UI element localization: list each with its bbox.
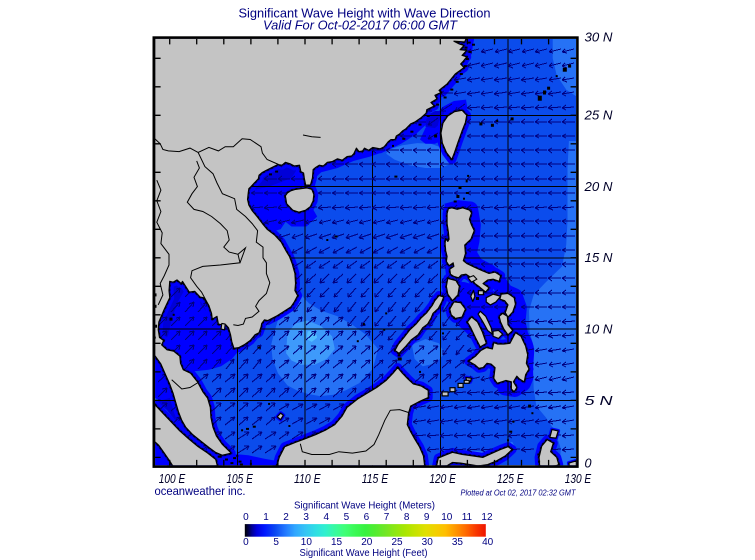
svg-text:12: 12 [481, 512, 493, 523]
svg-text:30: 30 [422, 537, 434, 548]
svg-text:125 E: 125 E [497, 472, 524, 486]
svg-text:Plotted at Oct 02, 2017 02:32: Plotted at Oct 02, 2017 02:32 GMT [461, 488, 577, 498]
svg-text:30 N: 30 N [585, 30, 614, 44]
svg-text:oceanweather inc.: oceanweather inc. [155, 484, 246, 498]
svg-text:105 E: 105 E [226, 472, 253, 486]
svg-text:25: 25 [391, 537, 403, 548]
svg-text:5: 5 [344, 512, 350, 523]
svg-text:Significant Wave Height with W: Significant Wave Height with Wave Direct… [239, 5, 491, 20]
svg-text:100 E: 100 E [159, 472, 186, 486]
svg-text:5: 5 [273, 537, 279, 548]
svg-text:Significant Wave Height (Meter: Significant Wave Height (Meters) [294, 500, 435, 511]
svg-text:3: 3 [303, 512, 309, 523]
svg-text:11: 11 [462, 512, 473, 523]
svg-text:9: 9 [424, 512, 430, 523]
svg-text:Significant Wave Height (Feet): Significant Wave Height (Feet) [300, 548, 428, 559]
svg-text:130 E: 130 E [565, 472, 592, 486]
svg-text:4: 4 [323, 512, 329, 523]
svg-text:6: 6 [364, 512, 370, 523]
svg-text:Valid For Oct-02-2017 06:00 GM: Valid For Oct-02-2017 06:00 GMT [263, 19, 458, 33]
svg-text:15: 15 [331, 537, 343, 548]
svg-text:40: 40 [482, 537, 494, 548]
svg-text:25 N: 25 N [583, 109, 613, 123]
svg-text:15 N: 15 N [585, 251, 614, 265]
svg-text:20: 20 [361, 537, 373, 548]
svg-text:1: 1 [263, 512, 269, 523]
svg-text:0: 0 [243, 512, 249, 523]
svg-text:0: 0 [585, 457, 592, 471]
svg-text:8: 8 [404, 512, 410, 523]
svg-text:5 N: 5 N [585, 394, 614, 408]
svg-text:35: 35 [452, 537, 464, 548]
svg-text:0: 0 [243, 537, 249, 548]
svg-text:110 E: 110 E [294, 472, 321, 486]
svg-text:10 N: 10 N [585, 322, 614, 336]
svg-text:115 E: 115 E [362, 472, 389, 486]
svg-text:20 N: 20 N [583, 180, 613, 194]
svg-text:2: 2 [283, 512, 289, 523]
svg-text:10: 10 [301, 537, 313, 548]
svg-text:120 E: 120 E [429, 472, 456, 486]
svg-text:7: 7 [384, 512, 390, 523]
svg-text:10: 10 [441, 512, 453, 523]
